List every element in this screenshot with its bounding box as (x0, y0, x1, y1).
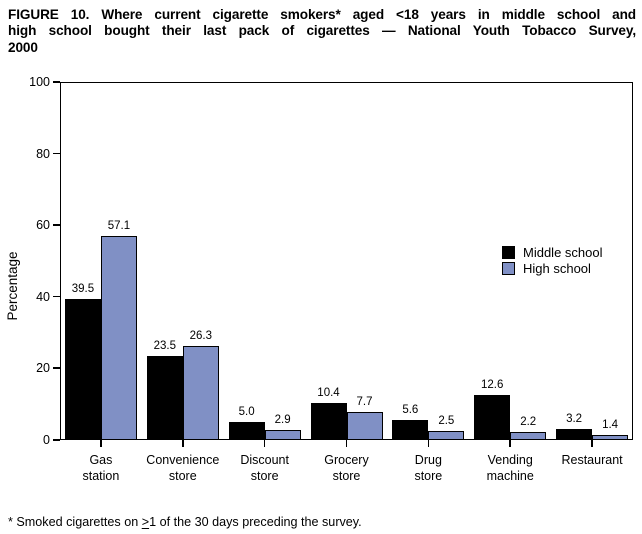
bar-high-school (346, 412, 383, 440)
y-tick-label: 80 (36, 146, 50, 161)
category-label-line: Convenience (146, 453, 220, 467)
y-tick (53, 152, 60, 155)
bar-value-label: 39.5 (71, 282, 95, 295)
legend-label: Middle school (523, 245, 603, 260)
x-tick (182, 440, 184, 447)
bar-value-label: 23.5 (153, 339, 176, 352)
category-label-line: station (82, 469, 120, 483)
bar-value-label: 2.2 (520, 416, 537, 429)
bar-value-label: 10.4 (317, 386, 340, 399)
figure-title-line-3: 2000 (8, 39, 38, 55)
category-label: Drug store (373, 452, 483, 484)
bar-value-label: 57.1 (107, 219, 131, 232)
figure-title-line-1: FIGURE 10. Where current cigarette smoke… (8, 7, 636, 22)
y-tick (53, 367, 60, 369)
footnote-suffix: 1 of the 30 days preceding the survey. (149, 515, 362, 529)
figure-title: FIGURE 10. Where current cigarette smoke… (8, 7, 636, 56)
bar-high-school (264, 429, 301, 440)
category-label-line: store (250, 469, 279, 483)
category-label: Restaurant (537, 452, 642, 468)
bar-high-school (428, 431, 465, 440)
bar-value-label: 1.4 (602, 418, 619, 431)
x-tick (100, 440, 102, 447)
legend-label: High school (523, 261, 591, 276)
bar-middle-school (392, 419, 429, 440)
x-tick (509, 440, 511, 447)
y-tick-label: 20 (36, 361, 50, 376)
category-label-line: store (332, 469, 361, 483)
bar-value-label: 2.5 (438, 415, 455, 428)
y-tick (53, 224, 60, 226)
figure-title-line-2: high school bought their last pack of ci… (8, 23, 636, 39)
footnote-prefix: * Smoked cigarettes on (8, 515, 142, 529)
y-tick-label: 0 (43, 433, 50, 447)
footnote: * Smoked cigarettes on >1 of the 30 days… (8, 515, 362, 529)
category-label-line: Discount (240, 453, 289, 467)
y-tick (53, 295, 60, 298)
bar-value-label: 26.3 (189, 329, 212, 342)
bar-middle-school (474, 394, 511, 440)
category-label-line: Gas (89, 453, 113, 467)
legend-swatch-icon (502, 246, 515, 259)
legend-item: High school (502, 261, 603, 276)
greater-equal-symbol: > (141, 515, 150, 529)
y-axis-title: Percentage (5, 251, 20, 321)
bar-middle-school (146, 355, 183, 440)
category-label: Vending machine (455, 452, 565, 484)
y-tick-label: 100 (29, 75, 50, 89)
legend-item: Middle school (502, 245, 603, 260)
y-tick-label: 40 (36, 289, 50, 304)
x-tick (591, 440, 593, 447)
bar-middle-school (556, 428, 593, 440)
x-tick (263, 440, 266, 447)
category-label-line: Grocery (324, 453, 369, 467)
bar-high-school (592, 434, 629, 440)
category-label: Grocery store (292, 452, 402, 484)
bar-middle-school (310, 402, 347, 440)
y-tick (53, 439, 60, 441)
bar-value-label: 12.6 (481, 378, 504, 391)
category-label-line: store (168, 469, 197, 483)
bar-middle-school (228, 422, 265, 440)
bar-value-label: 7.7 (356, 396, 373, 409)
category-label-line: Drug (414, 453, 442, 467)
legend: Middle school High school (502, 245, 603, 277)
bar-high-school (100, 235, 137, 440)
bar-high-school (182, 345, 219, 440)
legend-swatch-icon (502, 262, 515, 275)
category-label-line: store (414, 469, 443, 483)
y-tick-label: 60 (36, 218, 50, 233)
bar-value-label: 3.2 (566, 412, 583, 425)
x-tick (345, 440, 348, 447)
category-label: Discount store (210, 452, 320, 484)
bar-value-label: 2.9 (274, 413, 291, 426)
category-label: Gas station (46, 452, 156, 484)
y-tick (53, 81, 60, 83)
x-tick (427, 440, 430, 447)
bar-value-label: 5.6 (402, 403, 419, 416)
category-label: Convenience store (128, 452, 238, 484)
category-label-line: Vending (487, 453, 533, 467)
bar-middle-school (64, 298, 101, 440)
bar-high-school (510, 432, 547, 440)
category-label-line: machine (486, 469, 534, 483)
category-label-line: Restaurant (561, 453, 623, 467)
bar-value-label: 5.0 (238, 406, 255, 419)
